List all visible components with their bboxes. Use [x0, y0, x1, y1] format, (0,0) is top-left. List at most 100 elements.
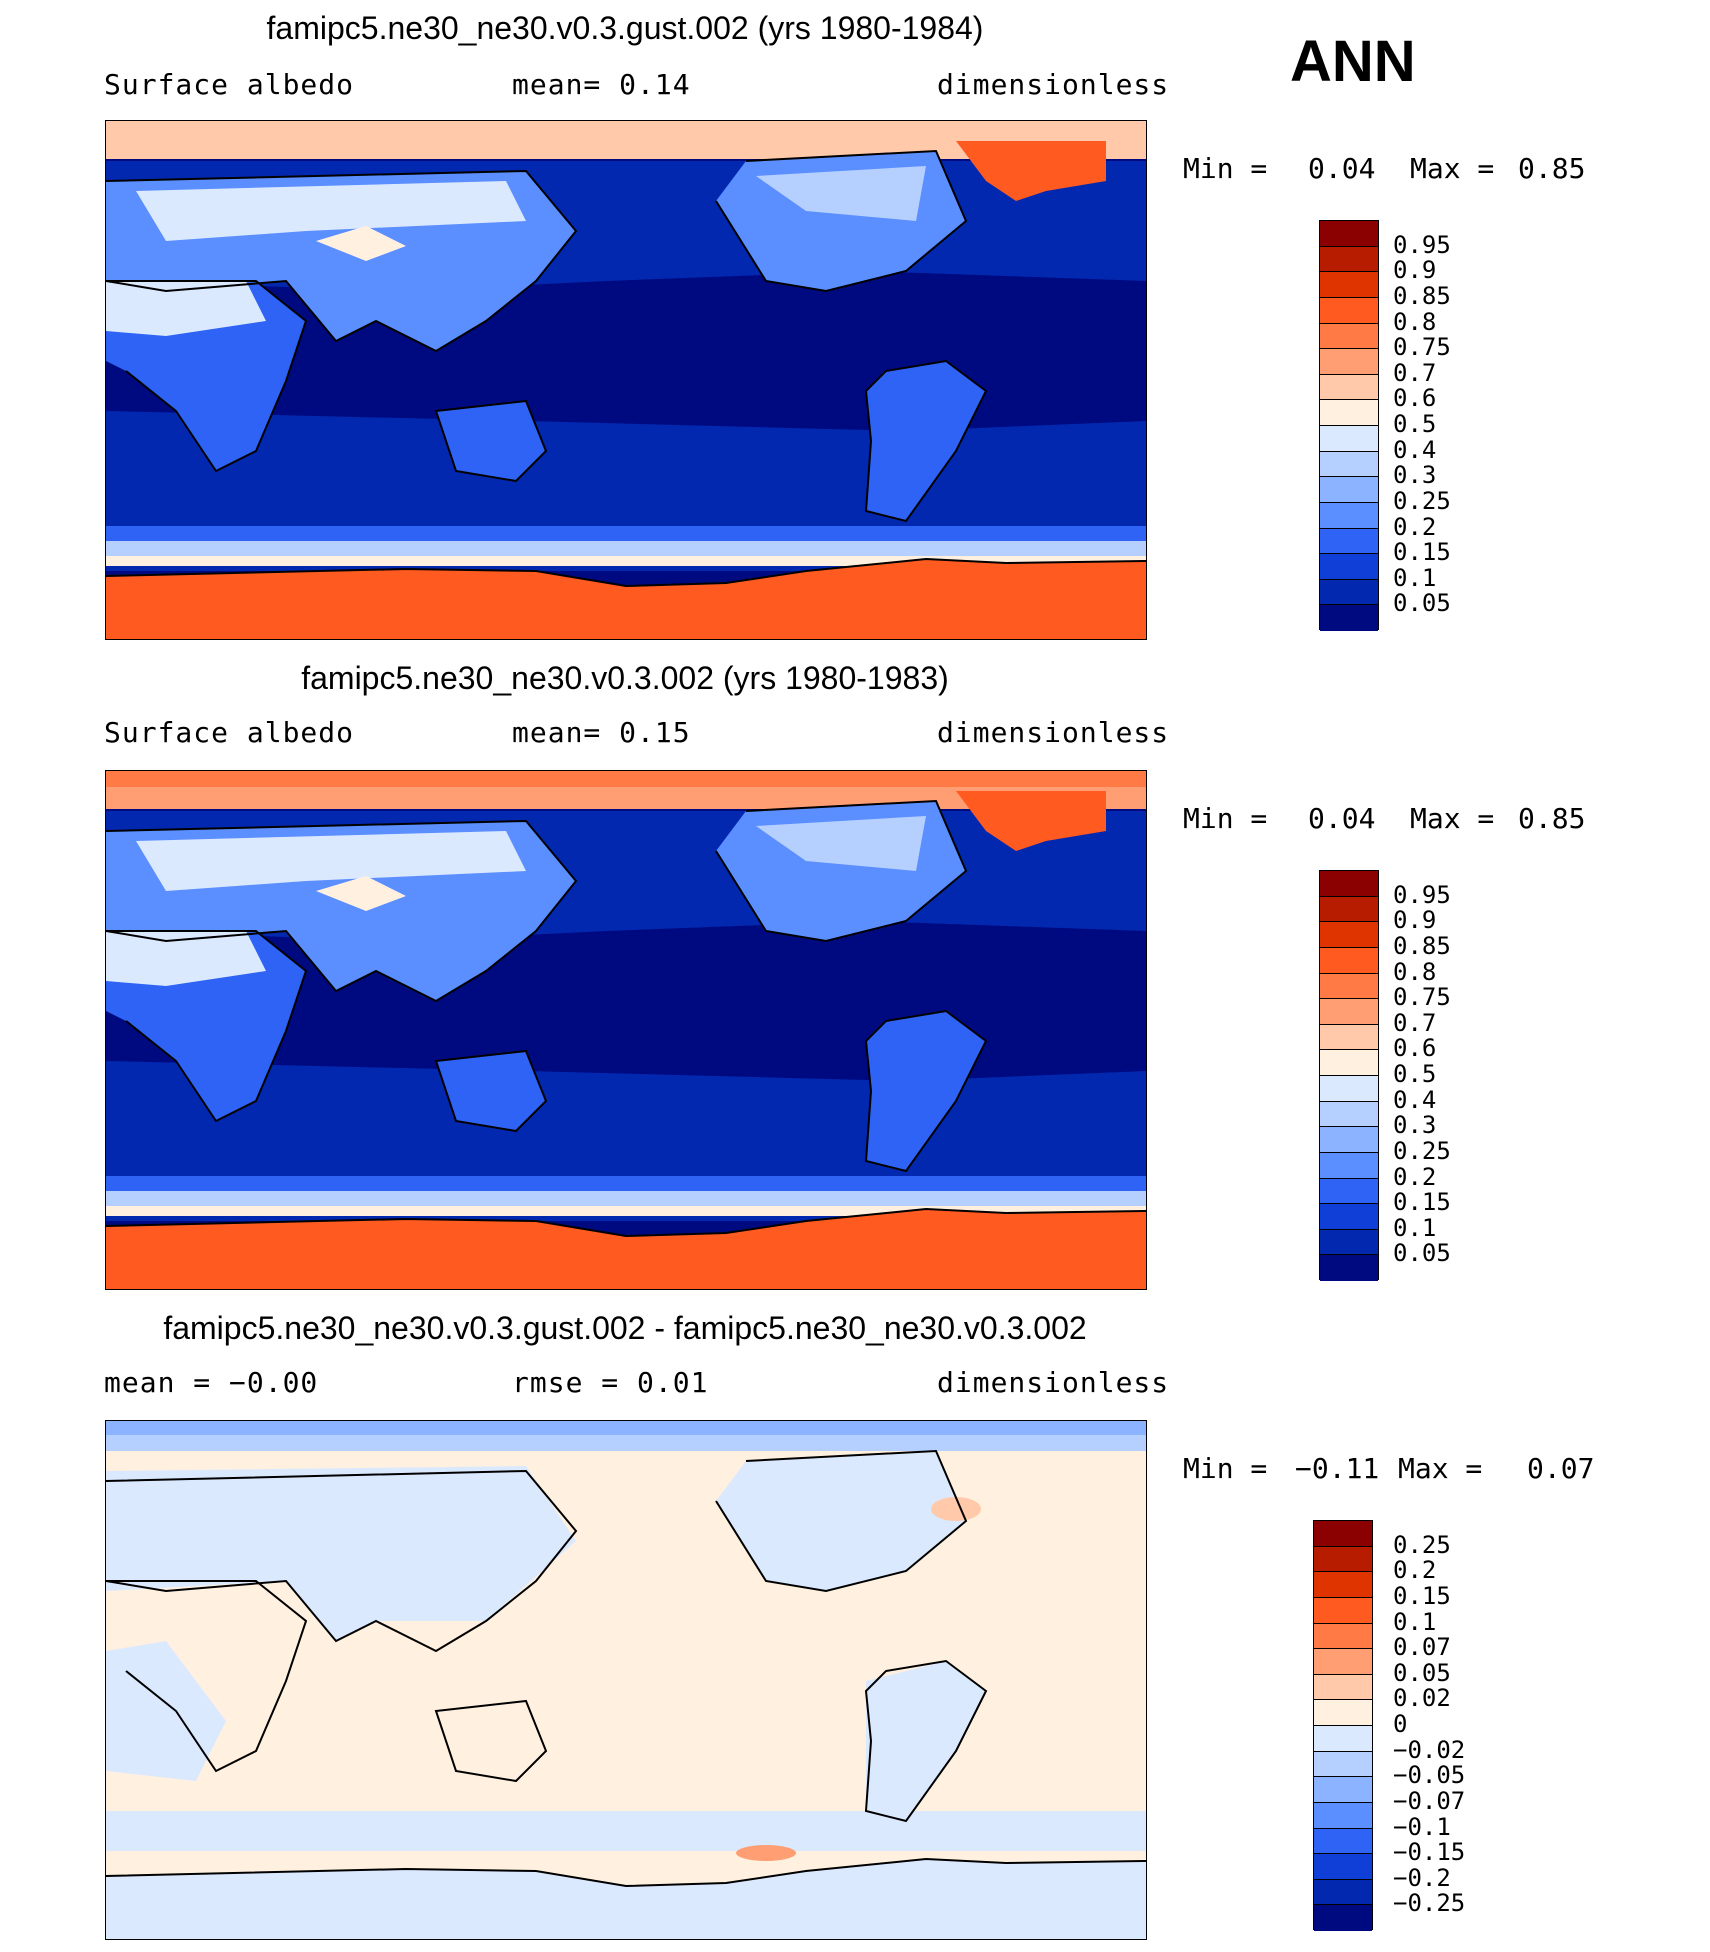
colorbar-swatch	[1320, 579, 1378, 606]
colorbar-tick-label: 0.8	[1393, 957, 1437, 986]
colorbar-swatch	[1320, 400, 1378, 426]
panel-2-map	[105, 770, 1147, 1290]
colorbar-swatch	[1314, 1905, 1372, 1931]
panel-3-mean-label: mean = −0.00	[104, 1366, 319, 1399]
colorbar-tick-label: 0.2	[1393, 1162, 1437, 1191]
colorbar-swatch	[1320, 246, 1378, 273]
panel-3-min-value: −0.11	[1295, 1452, 1380, 1485]
colorbar-swatch	[1320, 605, 1378, 631]
colorbar-swatch	[1320, 1255, 1378, 1281]
colorbar-tick-label: 0.2	[1393, 512, 1437, 541]
colorbar-swatch	[1314, 1521, 1372, 1547]
panel-1-title: famipc5.ne30_ne30.v0.3.gust.002 (yrs 198…	[266, 10, 984, 46]
colorbar-swatch	[1320, 947, 1378, 974]
colorbar-swatch	[1314, 1623, 1372, 1650]
colorbar-tick-label: 0.6	[1393, 1034, 1437, 1063]
colorbar-swatch	[1320, 1178, 1378, 1205]
panel-2-title: famipc5.ne30_ne30.v0.3.002 (yrs 1980-198…	[301, 660, 949, 696]
panel-3-max-value: 0.07	[1527, 1452, 1595, 1485]
season-label: ANN	[1290, 29, 1416, 94]
colorbar-tick-label: −0.02	[1393, 1735, 1466, 1764]
colorbar-tick-label: 0.75	[1393, 983, 1451, 1012]
colorbar-tick-label: 0.1	[1393, 563, 1437, 592]
colorbar-tick-label: 0.25	[1393, 486, 1451, 515]
colorbar-tick-label: 0.15	[1393, 1188, 1451, 1217]
colorbar-swatch	[1314, 1649, 1372, 1675]
colorbar-swatch	[1320, 528, 1378, 555]
panel-3-min-label: Min =	[1183, 1452, 1268, 1485]
panel-2-contour-plot	[106, 771, 1146, 1289]
colorbar-swatch	[1320, 374, 1378, 401]
colorbar-swatch	[1320, 896, 1378, 923]
panel-2-mean-label: mean= 0.15	[512, 716, 691, 749]
panel-3-colorbar	[1313, 1520, 1373, 1931]
colorbar-tick-label: 0.3	[1393, 461, 1437, 490]
colorbar-swatch	[1320, 1024, 1378, 1051]
colorbar-tick-label: 0.6	[1393, 384, 1437, 413]
colorbar-tick-label: 0.85	[1393, 281, 1451, 310]
panel-2-units-label: dimensionless	[937, 716, 1170, 749]
colorbar-swatch	[1320, 871, 1378, 897]
colorbar-swatch	[1320, 477, 1378, 503]
colorbar-tick-label: 0.5	[1393, 410, 1437, 438]
colorbar-tick-label: 0.5	[1393, 1060, 1437, 1088]
colorbar-swatch	[1320, 297, 1378, 324]
colorbar-swatch	[1314, 1726, 1372, 1752]
colorbar-swatch	[1320, 323, 1378, 350]
colorbar-swatch	[1320, 451, 1378, 478]
panel-3-colorbar-labels: 0.25 0.2 0.15 0.1 0.07 0.05 0.02 0 −0.02 −0.05 −0.…	[1393, 1520, 1503, 1930]
panel-2-min-label: Min =	[1183, 802, 1268, 835]
panel-3-max-label: Max =	[1398, 1452, 1483, 1485]
panel-3-title: famipc5.ne30_ne30.v0.3.gust.002 - famipc…	[163, 1310, 1087, 1346]
colorbar-swatch	[1320, 1152, 1378, 1179]
panel-1-colorbar	[1319, 220, 1379, 631]
colorbar-swatch	[1320, 922, 1378, 948]
colorbar-tick-label: 0.05	[1393, 589, 1451, 618]
panel-1-max-value: 0.85	[1518, 152, 1586, 185]
colorbar-tick-label: 0.8	[1393, 307, 1437, 336]
colorbar-tick-label: 0.05	[1393, 1239, 1451, 1268]
colorbar-tick-label: 0.15	[1393, 538, 1451, 567]
colorbar-swatch	[1314, 1572, 1372, 1598]
colorbar-tick-label: −0.2	[1393, 1863, 1451, 1892]
colorbar-swatch	[1314, 1828, 1372, 1855]
colorbar-tick-label: 0.1	[1393, 1607, 1437, 1636]
panel-1-min-label: Min =	[1183, 152, 1268, 185]
colorbar-tick-label: 0.02	[1393, 1684, 1451, 1713]
colorbar-swatch	[1320, 1204, 1378, 1230]
colorbar-swatch	[1314, 1546, 1372, 1573]
panel-2-max-label: Max =	[1410, 802, 1495, 835]
colorbar-tick-label: −0.07	[1393, 1786, 1466, 1815]
panel-1-max-label: Max =	[1410, 152, 1495, 185]
colorbar-tick-label: 0.3	[1393, 1111, 1437, 1140]
colorbar-tick-label: 0.4	[1393, 435, 1437, 464]
colorbar-tick-label: 0.4	[1393, 1085, 1437, 1114]
panel-3-units-label: dimensionless	[937, 1366, 1170, 1399]
colorbar-tick-label: 0.05	[1393, 1658, 1451, 1687]
panel-2-min-value: 0.04	[1308, 802, 1376, 835]
colorbar-swatch	[1314, 1751, 1372, 1778]
colorbar-swatch	[1314, 1597, 1372, 1624]
colorbar-swatch	[1320, 1229, 1378, 1256]
panel-1-variable-label: Surface albedo	[104, 68, 355, 101]
colorbar-tick-label: 0.25	[1393, 1530, 1451, 1559]
panel-1-colorbar-labels: 0.95 0.9 0.85 0.8 0.75 0.7 0.6 0.5 0.4 0.3 0.25 0.2…	[1393, 220, 1493, 630]
panel-2-colorbar-labels: 0.95 0.9 0.85 0.8 0.75 0.7 0.6 0.5 0.4 0.3 0.25 0.2…	[1393, 870, 1493, 1280]
colorbar-swatch	[1320, 502, 1378, 529]
colorbar-tick-label: −0.25	[1393, 1889, 1466, 1918]
colorbar-tick-label: 0.85	[1393, 931, 1451, 960]
colorbar-swatch	[1320, 1127, 1378, 1153]
panel-2-colorbar	[1319, 870, 1379, 1281]
panel-1-mean-label: mean= 0.14	[512, 68, 691, 101]
colorbar-swatch	[1320, 973, 1378, 1000]
colorbar-tick-label: 0.9	[1393, 256, 1437, 285]
panel-3-rmse-label: rmse = 0.01	[512, 1366, 709, 1399]
colorbar-tick-label: 0.07	[1393, 1633, 1451, 1662]
colorbar-swatch	[1314, 1777, 1372, 1803]
colorbar-tick-label: −0.1	[1393, 1812, 1451, 1841]
colorbar-tick-label: 0.9	[1393, 906, 1437, 935]
colorbar-swatch	[1314, 1854, 1372, 1880]
colorbar-swatch	[1320, 1076, 1378, 1102]
panel-1-map	[105, 120, 1147, 640]
colorbar-swatch	[1314, 1700, 1372, 1726]
